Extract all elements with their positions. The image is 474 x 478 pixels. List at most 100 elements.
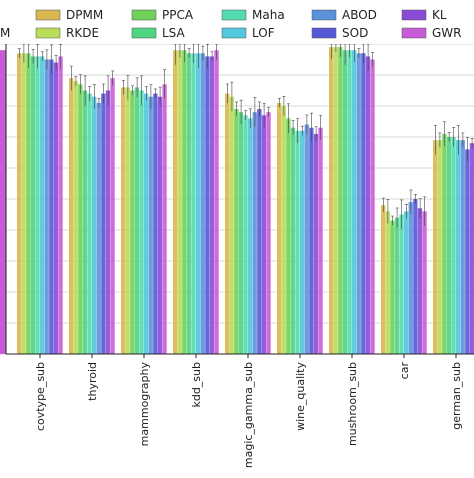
bar-KL-covtype_sub (53, 62, 59, 354)
bar-Maha-car (399, 214, 404, 354)
bar-LOF-magic_gamma_sub (248, 118, 253, 355)
bar-PPCA-mushroom_sub (338, 47, 343, 354)
bar-ABOD-thyroid (96, 102, 101, 355)
axes: covtype_sub thyroid mammography kdd_sub magi… (5, 44, 474, 468)
bar-group-magic_gamma_sub (225, 81, 271, 355)
bar-Maha-covtype_sub (35, 56, 40, 355)
legend-label-LOF: LOF (252, 26, 275, 40)
bar-ABOD-german_sub (460, 140, 465, 354)
bar-RKDE-kdd_sub (177, 50, 182, 354)
bar-Maha-wine_quality (295, 130, 300, 354)
bar-SOD-covtype_sub (49, 59, 54, 354)
x-tick-label-german_sub: german_sub (450, 362, 463, 430)
bar-DPMM-wine_quality (277, 102, 282, 355)
x-tick-label-mammography: mammography (138, 362, 151, 447)
legend-swatch-LSA (131, 27, 157, 39)
bar-DPMM-thyroid (69, 78, 74, 354)
bar-Maha-german_sub (451, 137, 456, 354)
bar-RKDE-covtype_sub (21, 53, 26, 355)
bar-KL-mammography (157, 96, 163, 354)
bar-LSA-car (394, 217, 400, 354)
bar-LSA-mushroom_sub (342, 50, 348, 354)
legend-swatch-Maha (221, 9, 247, 21)
legend-swatch-LOF (221, 27, 247, 39)
bar-DPMM-mammography (121, 87, 126, 355)
legend-label-ABOD: ABOD (342, 8, 377, 22)
bar-LSA-german_sub (446, 137, 452, 354)
bar-LSA-wine_quality (290, 127, 296, 354)
bar-SOD-mushroom_sub (361, 53, 366, 355)
legend-swatch-RKDE (35, 27, 61, 39)
bar-PPCA-car (390, 220, 395, 354)
bar-SOD-magic_gamma_sub (257, 109, 262, 354)
bar-group-mammography (121, 69, 167, 355)
bar-DPMM-mushroom_sub (329, 47, 334, 354)
bar-LOF-mammography (144, 93, 149, 354)
x-tick-label-thyroid: thyroid (86, 362, 99, 401)
bar-LSA-thyroid (82, 90, 88, 354)
bar-PPCA-kdd_sub (182, 50, 187, 354)
bar-ABOD-mushroom_sub (356, 53, 361, 355)
legend-label-PPCA: PPCA (162, 8, 194, 22)
bar-LOF-covtype_sub (40, 56, 45, 355)
bar-Maha-mushroom_sub (347, 50, 352, 354)
legend: M DPMM RKDE PPCA LSA Maha LOF ABOD SOD KL GWR (0, 0, 474, 44)
bar-group-thyroid (69, 65, 115, 355)
bar-RKDE-thyroid (73, 81, 78, 354)
bar-SOD-german_sub (465, 149, 470, 354)
bar-GWR-wine_quality (318, 127, 323, 354)
bar-LOF-german_sub (456, 140, 461, 354)
x-tick-label-covtype_sub: covtype_sub (34, 362, 47, 431)
bar-group-mushroom_sub (329, 43, 375, 355)
bar-Maha-thyroid (87, 93, 92, 354)
bar-DPMM-kdd_sub (173, 50, 178, 354)
bar-RKDE-wine_quality (281, 106, 286, 354)
bar-group-german_sub (433, 121, 474, 354)
legend-label-partial: M (0, 26, 10, 40)
legend-label-SOD: SOD (342, 26, 368, 40)
legend-swatch-PPCA (131, 9, 157, 21)
bar-Maha-magic_gamma_sub (243, 115, 248, 354)
legend-label-GWR: GWR (432, 26, 462, 40)
legend-swatch-SOD (311, 27, 337, 39)
bar-GWR-mushroom_sub (370, 59, 375, 354)
bar-SOD-car (413, 199, 418, 354)
bar-DPMM-car (381, 205, 386, 354)
legend-label-Maha: Maha (252, 8, 285, 22)
bar-LOF-thyroid (92, 96, 97, 354)
x-tick-label-kdd_sub: kdd_sub (190, 362, 203, 408)
bar-PPCA-thyroid (78, 84, 83, 355)
x-tick-label-mushroom_sub: mushroom_sub (346, 362, 359, 446)
bar-KL-magic_gamma_sub (261, 115, 267, 354)
bar-Maha-mammography (139, 90, 144, 354)
bar-group-wine_quality (277, 96, 323, 355)
bar-LOF-mushroom_sub (352, 50, 357, 354)
bar-GWR-kdd_sub (214, 50, 219, 354)
bar-ABOD-kdd_sub (200, 53, 205, 355)
bar-LOF-wine_quality (300, 130, 305, 354)
legend-swatch-KL (401, 9, 427, 21)
bar-DPMM-magic_gamma_sub (225, 93, 230, 354)
bar-LSA-magic_gamma_sub (238, 112, 244, 354)
bar-DPMM-german_sub (433, 140, 438, 354)
bar-KL-kdd_sub (209, 56, 215, 355)
bar-group-covtype_sub (17, 43, 63, 355)
bar-KL-thyroid (105, 90, 111, 354)
legend-label-RKDE: RKDE (66, 26, 99, 40)
bar-ABOD-magic_gamma_sub (252, 112, 257, 354)
bar-LSA-mammography (134, 87, 140, 355)
bar-PPCA-german_sub (442, 133, 447, 354)
bar-SOD-wine_quality (309, 127, 314, 354)
bar-group-kdd_sub (173, 43, 219, 355)
legend-swatch-DPMM (35, 9, 61, 21)
bar-LSA-kdd_sub (186, 53, 192, 355)
bar-KL-mushroom_sub (365, 56, 371, 355)
bar-PPCA-magic_gamma_sub (234, 109, 239, 354)
bar-ABOD-mammography (148, 96, 153, 354)
bar-partial-left (0, 50, 6, 354)
bar-PPCA-mammography (130, 90, 135, 354)
bar-ABOD-covtype_sub (44, 59, 49, 354)
bar-PPCA-wine_quality (286, 118, 291, 355)
